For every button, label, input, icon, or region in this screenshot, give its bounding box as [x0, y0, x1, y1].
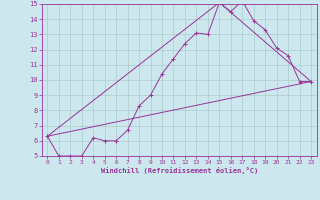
X-axis label: Windchill (Refroidissement éolien,°C): Windchill (Refroidissement éolien,°C) — [100, 167, 258, 174]
